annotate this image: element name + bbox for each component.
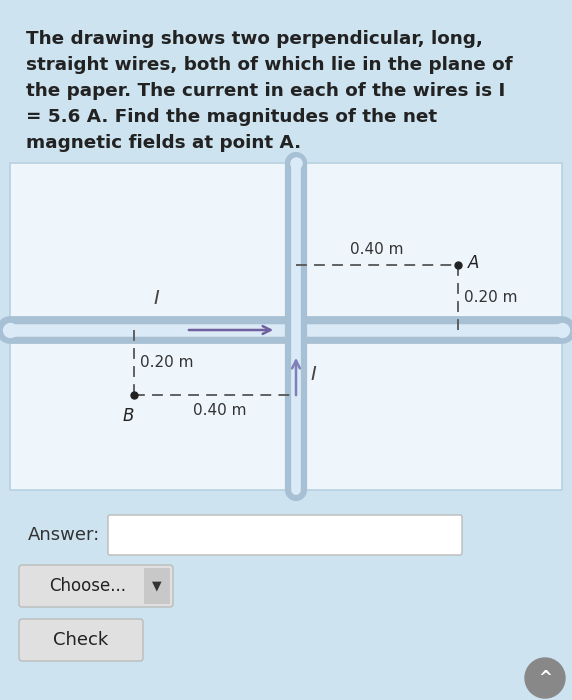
FancyBboxPatch shape — [108, 515, 462, 555]
Circle shape — [525, 658, 565, 698]
FancyBboxPatch shape — [19, 565, 173, 607]
FancyBboxPatch shape — [19, 619, 143, 661]
Text: = 5.6 A. Find the magnitudes of the net: = 5.6 A. Find the magnitudes of the net — [26, 108, 437, 126]
Text: I: I — [153, 289, 159, 308]
Text: Choose...: Choose... — [50, 577, 126, 595]
Text: A: A — [468, 254, 479, 272]
FancyBboxPatch shape — [5, 3, 567, 168]
FancyBboxPatch shape — [10, 163, 562, 490]
FancyBboxPatch shape — [144, 568, 170, 604]
Text: 0.40 m: 0.40 m — [193, 403, 247, 418]
Text: Answer:: Answer: — [28, 526, 100, 544]
Text: the paper. The current in each of the wires is I: the paper. The current in each of the wi… — [26, 82, 506, 100]
Text: straight wires, both of which lie in the plane of: straight wires, both of which lie in the… — [26, 56, 513, 74]
Text: 0.20 m: 0.20 m — [140, 355, 193, 370]
Text: 0.40 m: 0.40 m — [350, 242, 404, 257]
Text: B: B — [122, 407, 134, 425]
Text: magnetic fields at point A.: magnetic fields at point A. — [26, 134, 301, 152]
Text: I: I — [310, 365, 316, 384]
Text: ▼: ▼ — [152, 580, 162, 592]
Text: ^: ^ — [538, 669, 552, 687]
Text: 0.20 m: 0.20 m — [464, 290, 518, 305]
Text: The drawing shows two perpendicular, long,: The drawing shows two perpendicular, lon… — [26, 30, 483, 48]
Text: Check: Check — [53, 631, 109, 649]
